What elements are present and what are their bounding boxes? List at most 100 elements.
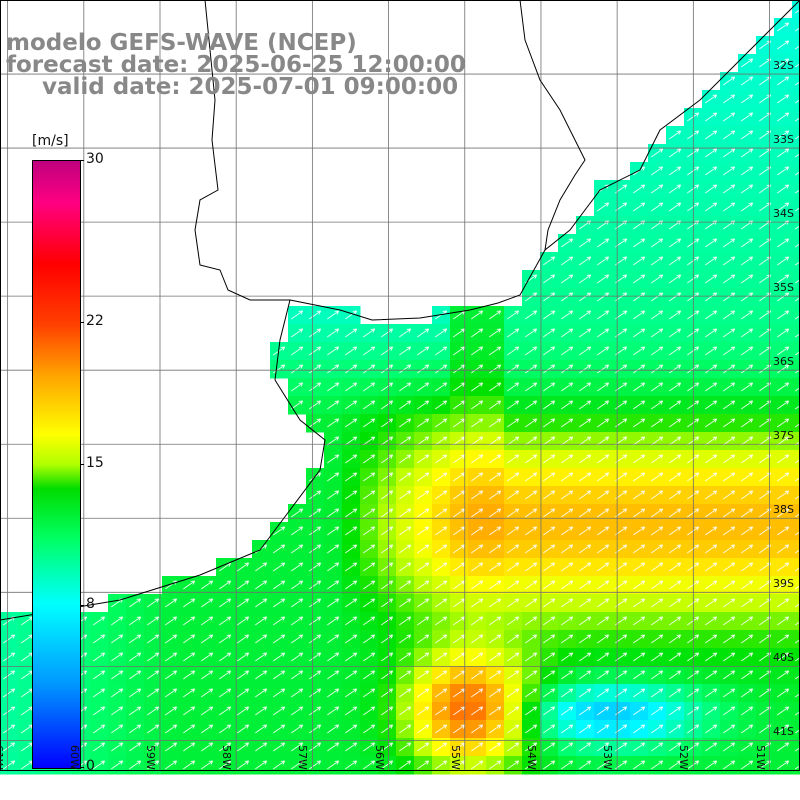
forecast-date: forecast date: 2025-06-25 12:00:00 <box>6 52 466 78</box>
wind-arrow <box>309 760 322 770</box>
wind-arrow <box>93 760 106 770</box>
wind-arrow <box>669 634 682 644</box>
wind-arrow <box>309 634 322 644</box>
wind-arrow <box>363 724 376 734</box>
wind-arrow <box>381 472 394 482</box>
wind-speed-cell <box>792 198 800 217</box>
wind-arrow <box>543 724 556 734</box>
wind-arrow <box>435 436 448 446</box>
wind-arrow <box>705 238 718 248</box>
wind-arrow <box>579 598 592 608</box>
wind-arrow <box>741 706 754 716</box>
wind-arrow <box>219 760 232 770</box>
wind-arrow <box>327 400 340 410</box>
wind-arrow <box>507 724 520 734</box>
wind-speed-cell <box>792 720 800 739</box>
wind-arrow <box>777 562 790 572</box>
wind-arrow <box>507 382 520 392</box>
wind-arrow <box>795 747 800 752</box>
wind-arrow <box>741 508 754 518</box>
wind-arrow <box>741 346 754 356</box>
wind-arrow <box>471 760 484 770</box>
wind-arrow <box>723 580 736 590</box>
wind-arrow <box>597 688 610 698</box>
wind-arrow <box>381 724 394 734</box>
valid-date: valid date: 2025-07-01 09:00:00 <box>42 74 459 100</box>
wind-arrow <box>309 544 322 554</box>
wind-arrow <box>705 508 718 518</box>
wind-speed-cell <box>792 324 800 343</box>
wind-arrow <box>273 652 286 662</box>
wind-arrow <box>795 81 800 86</box>
wind-arrow <box>795 603 800 608</box>
wind-arrow <box>741 364 754 374</box>
wind-arrow <box>579 472 592 482</box>
wind-arrow <box>417 400 430 410</box>
wind-arrow <box>741 742 754 752</box>
wind-arrow <box>723 94 736 104</box>
wind-speed-cell <box>792 144 800 163</box>
wind-arrow <box>597 508 610 518</box>
wind-arrow <box>435 562 448 572</box>
wind-arrow <box>669 724 682 734</box>
wind-arrow <box>543 670 556 680</box>
wind-arrow <box>669 166 682 176</box>
wind-arrow <box>183 724 196 734</box>
wind-arrow <box>471 508 484 518</box>
wind-arrow <box>507 454 520 464</box>
wind-arrow <box>597 364 610 374</box>
wind-speed-cell <box>792 504 800 523</box>
wind-arrow <box>147 652 160 662</box>
wind-arrow <box>471 742 484 752</box>
wind-arrow <box>561 670 574 680</box>
wind-arrow <box>471 526 484 536</box>
wind-arrow <box>651 328 664 338</box>
wind-arrow <box>795 513 800 518</box>
wind-arrow <box>183 760 196 770</box>
wind-arrow <box>543 616 556 626</box>
wind-arrow <box>291 724 304 734</box>
wind-arrow <box>597 598 610 608</box>
wind-speed-cell <box>792 702 800 721</box>
wind-arrow <box>363 472 376 482</box>
wind-arrow <box>705 184 718 194</box>
wind-arrow <box>795 117 800 122</box>
wind-speed-cell <box>792 432 800 451</box>
wind-arrow <box>309 364 322 374</box>
wind-arrow <box>507 688 520 698</box>
wind-arrow <box>489 418 502 428</box>
wind-arrow <box>291 544 304 554</box>
wind-arrow <box>417 328 430 338</box>
wind-arrow <box>201 652 214 662</box>
wind-arrow <box>309 526 322 536</box>
wind-arrow <box>417 364 430 374</box>
wind-arrow <box>795 369 800 374</box>
wind-arrow <box>651 706 664 716</box>
wind-arrow <box>147 706 160 716</box>
wind-arrow <box>525 724 538 734</box>
wind-arrow <box>543 472 556 482</box>
wind-arrow <box>777 130 790 140</box>
wind-arrow <box>435 742 448 752</box>
latitude-label: 34S <box>773 207 794 221</box>
wind-arrow <box>669 454 682 464</box>
wind-arrow <box>417 598 430 608</box>
wind-speed-cell <box>792 414 800 433</box>
wind-speed-cell <box>792 522 800 541</box>
wind-arrow <box>237 652 250 662</box>
wind-arrow <box>633 184 646 194</box>
wind-arrow <box>165 598 178 608</box>
wind-arrow <box>327 436 340 446</box>
wind-arrow <box>165 760 178 770</box>
wind-arrow <box>795 585 800 590</box>
wind-arrow <box>669 184 682 194</box>
wind-arrow <box>219 580 232 590</box>
wind-speed-cell <box>792 576 800 595</box>
wind-arrow <box>705 490 718 500</box>
wind-arrow <box>183 616 196 626</box>
wind-arrow <box>705 724 718 734</box>
wind-arrow <box>741 598 754 608</box>
wind-arrow <box>237 598 250 608</box>
wind-arrow <box>669 670 682 680</box>
